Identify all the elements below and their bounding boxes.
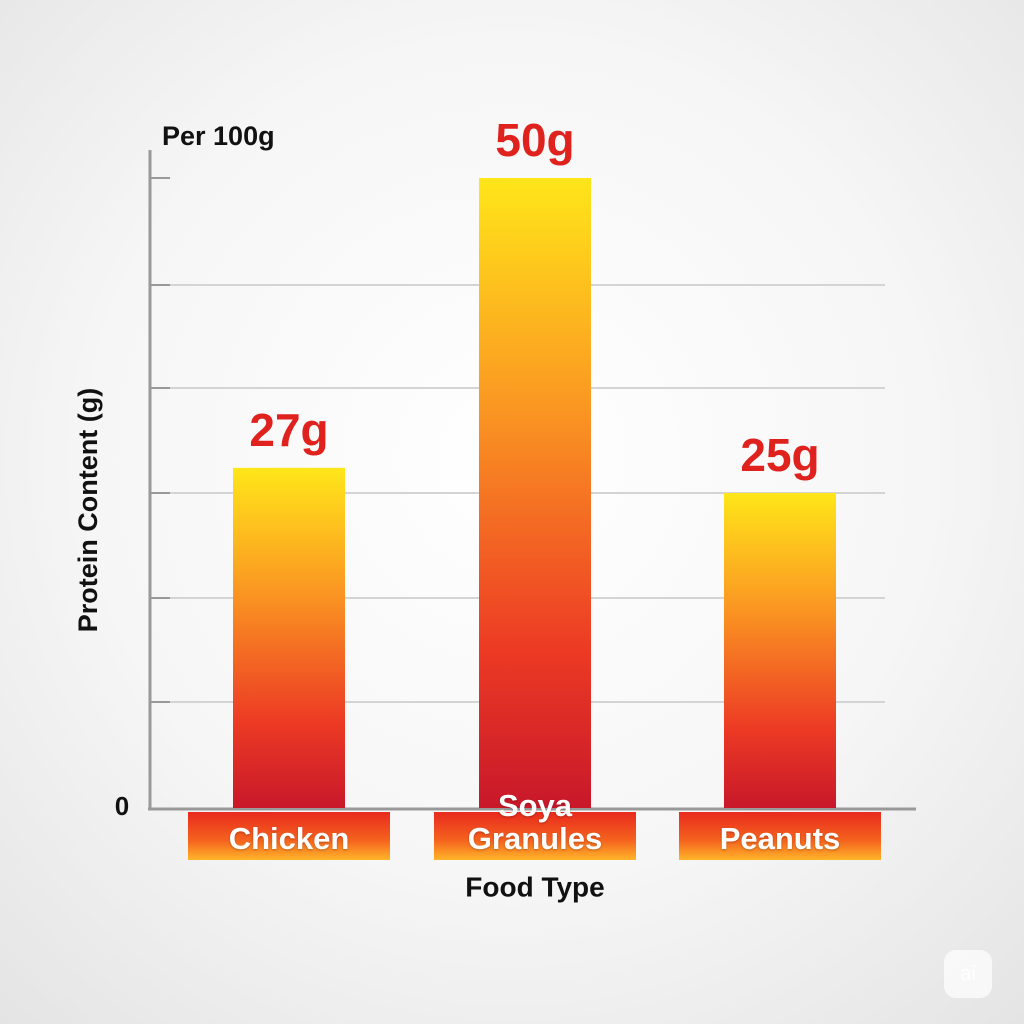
x-tick-label-box: Chicken bbox=[188, 812, 390, 860]
x-tick-label-box: Soya Granules bbox=[434, 789, 636, 860]
y-axis-label: Protein Content (g) bbox=[73, 388, 103, 632]
x-axis-label: Food Type bbox=[465, 871, 604, 902]
value-label: 50g bbox=[495, 114, 574, 166]
watermark: ai bbox=[944, 950, 992, 998]
x-tick-label: Soya Granules bbox=[467, 788, 603, 856]
y-tick-label: 0 bbox=[115, 791, 129, 821]
annotation: Per 100g bbox=[162, 121, 275, 151]
x-tick-label-box: Peanuts bbox=[679, 812, 881, 860]
x-tick-label: Chicken bbox=[228, 821, 350, 856]
value-label: 27g bbox=[249, 404, 328, 456]
bar bbox=[479, 178, 591, 808]
value-label: 25g bbox=[740, 429, 819, 481]
x-tick-label: Peanuts bbox=[719, 821, 841, 856]
bar bbox=[233, 467, 345, 808]
bar bbox=[724, 493, 836, 808]
tick-marks bbox=[150, 177, 170, 703]
